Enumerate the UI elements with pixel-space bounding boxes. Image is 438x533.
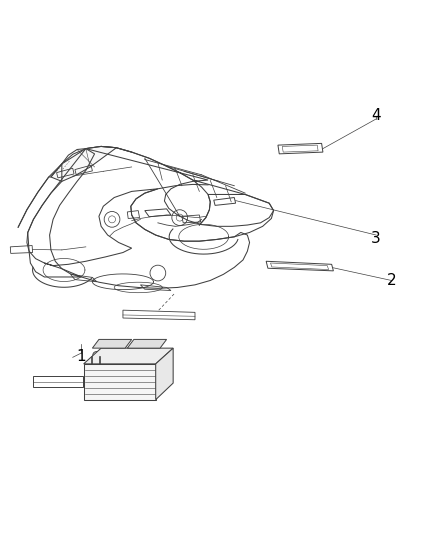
Text: 3: 3 <box>371 231 381 246</box>
Polygon shape <box>155 348 173 400</box>
Text: 4: 4 <box>371 108 381 123</box>
Polygon shape <box>127 340 166 348</box>
Polygon shape <box>51 147 117 181</box>
Polygon shape <box>92 340 132 348</box>
Polygon shape <box>84 364 155 400</box>
Polygon shape <box>84 348 173 364</box>
Text: 1: 1 <box>77 349 86 364</box>
Text: 2: 2 <box>387 273 396 288</box>
